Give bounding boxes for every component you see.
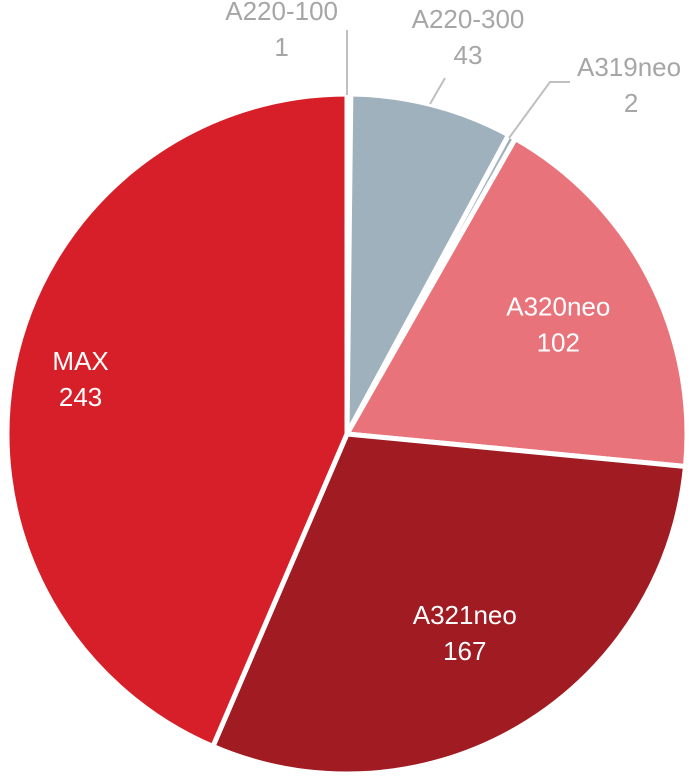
pie-slice-a320neo <box>342 135 690 470</box>
slice-value-a321neo: 167 <box>443 636 486 666</box>
pie-slice-max <box>4 91 350 750</box>
slice-label-a321neo: A321neo <box>413 600 517 630</box>
slice-value-max: 243 <box>59 382 102 412</box>
leader-line-a220-300 <box>429 77 446 105</box>
slice-value-a320neo: 102 <box>537 327 580 357</box>
pie-slices <box>4 91 690 777</box>
slice-label-a220-100: A220-100 <box>225 0 338 26</box>
leader-lines <box>346 30 570 139</box>
pie-slice-a321neo <box>209 431 689 777</box>
slice-label-a220-300: A220-300 <box>412 4 525 34</box>
leader-line-a319neo <box>508 81 570 139</box>
slice-value-a319neo: 2 <box>624 88 638 118</box>
slice-label-a319neo: A319neo <box>577 52 681 82</box>
slice-value-a220-300: 43 <box>454 40 483 70</box>
pie-slice-a220-300 <box>344 91 513 436</box>
slice-label-a320neo: A320neo <box>506 291 610 321</box>
slice-labels: A220-100 1 A220-300 43 A319neo 2 A320neo 102 A32… <box>52 0 681 666</box>
slice-label-max: MAX <box>52 346 108 376</box>
slice-value-a220-100: 1 <box>274 32 288 62</box>
